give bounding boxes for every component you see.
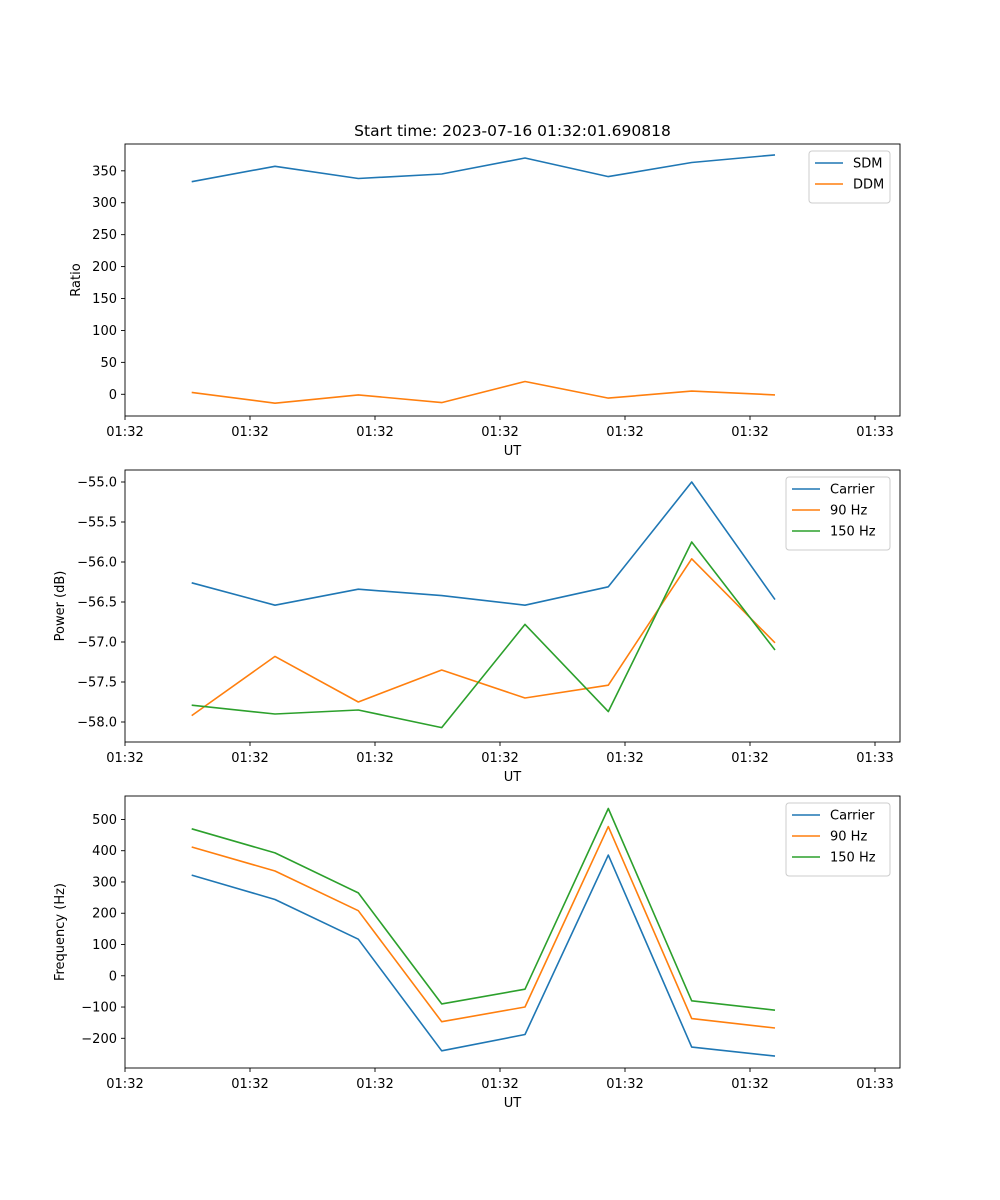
chart-panel-2: 01:32 01:32 01:32 01:32 01:32 01:32 01:33 −58.0… xyxy=(53,469,901,785)
y-tick-label: −58.0 xyxy=(77,716,117,731)
x-tick-label: 01:32 xyxy=(481,1077,518,1092)
x-tick-label: 01:32 xyxy=(106,1077,143,1092)
y-tick-label: −200 xyxy=(81,1032,117,1047)
x-axis-label: UT xyxy=(504,444,522,459)
series-line-carrier xyxy=(191,481,776,607)
legend-box xyxy=(808,150,891,204)
legend: Carrier 90 Hz 150 Hz xyxy=(785,476,891,551)
y-tick-label: 50 xyxy=(100,356,117,371)
legend-label: 90 Hz xyxy=(830,504,867,519)
legend-label: SDM xyxy=(853,157,882,172)
x-tick-label: 01:32 xyxy=(731,1077,768,1092)
series-line-carrier xyxy=(191,854,776,1057)
x-tick-label: 01:32 xyxy=(606,425,643,440)
x-axis-label: UT xyxy=(504,770,522,785)
legend: SDM DDM xyxy=(808,150,891,204)
legend-label: 150 Hz xyxy=(830,851,876,866)
y-tick-label: 300 xyxy=(92,875,117,890)
y-tick-label: 300 xyxy=(92,196,117,211)
x-tick-label: 01:33 xyxy=(856,1077,893,1092)
y-tick-label: 400 xyxy=(92,844,117,859)
y-tick-label: 0 xyxy=(109,388,117,403)
x-tick-label: 01:32 xyxy=(356,1077,393,1092)
y-tick-label: −56.0 xyxy=(77,556,117,571)
plot-area xyxy=(124,469,901,743)
legend-label: Carrier xyxy=(830,483,875,498)
x-tick-label: 01:32 xyxy=(106,751,143,766)
series-line-sdm xyxy=(191,154,776,183)
y-tick-label: 200 xyxy=(92,260,117,275)
y-tick-label: 250 xyxy=(92,228,117,243)
y-tick-label: −57.0 xyxy=(77,636,117,651)
y-tick-label: 100 xyxy=(92,324,117,339)
series-line-ddm xyxy=(191,380,776,405)
y-tick-label: −55.0 xyxy=(77,476,117,491)
chart-panel-3: 01:32 01:32 01:32 01:32 01:32 01:32 01:33 −200 −… xyxy=(53,795,901,1111)
y-axis-label: Power (dB) xyxy=(53,571,68,642)
series-line-90-hz xyxy=(191,825,776,1029)
x-axis-label: UT xyxy=(504,1096,522,1111)
series-line-150-hz xyxy=(191,541,776,729)
x-tick-label: 01:32 xyxy=(231,751,268,766)
x-tick-label: 01:32 xyxy=(731,751,768,766)
y-axis-label: Ratio xyxy=(69,263,84,296)
legend-label: 90 Hz xyxy=(830,830,867,845)
y-axis-label: Frequency (Hz) xyxy=(53,883,68,981)
y-tick-label: 150 xyxy=(92,292,117,307)
plot-area xyxy=(124,143,901,417)
x-tick-label: 01:32 xyxy=(606,1077,643,1092)
figure-title: Start time: 2023-07-16 01:32:01.690818 xyxy=(354,122,671,140)
x-tick-label: 01:33 xyxy=(856,751,893,766)
legend-label: 150 Hz xyxy=(830,525,876,540)
y-tick-label: 200 xyxy=(92,907,117,922)
y-tick-label: 100 xyxy=(92,938,117,953)
x-tick-label: 01:32 xyxy=(606,751,643,766)
x-tick-label: 01:32 xyxy=(231,1077,268,1092)
x-tick-label: 01:32 xyxy=(231,425,268,440)
x-tick-label: 01:32 xyxy=(731,425,768,440)
y-tick-label: 350 xyxy=(92,164,117,179)
legend-label: DDM xyxy=(853,178,884,193)
x-tick-label: 01:32 xyxy=(356,751,393,766)
series-line-90-hz xyxy=(191,557,776,717)
x-tick-label: 01:33 xyxy=(856,425,893,440)
y-tick-label: −55.5 xyxy=(77,516,117,531)
plot-area xyxy=(124,795,901,1069)
x-tick-label: 01:32 xyxy=(481,425,518,440)
legend-label: Carrier xyxy=(830,809,875,824)
y-tick-label: 0 xyxy=(109,969,117,984)
x-tick-label: 01:32 xyxy=(106,425,143,440)
chart-panel-1: 01:32 01:32 01:32 01:32 01:32 01:32 01:33 0 50 10… xyxy=(69,143,901,459)
x-tick-label: 01:32 xyxy=(481,751,518,766)
y-tick-label: 500 xyxy=(92,813,117,828)
legend: Carrier 90 Hz 150 Hz xyxy=(785,802,891,877)
y-tick-label: −57.5 xyxy=(77,676,117,691)
y-tick-label: −100 xyxy=(81,1001,117,1016)
x-tick-label: 01:32 xyxy=(356,425,393,440)
y-tick-label: −56.5 xyxy=(77,596,117,611)
series-line-150-hz xyxy=(191,807,776,1011)
